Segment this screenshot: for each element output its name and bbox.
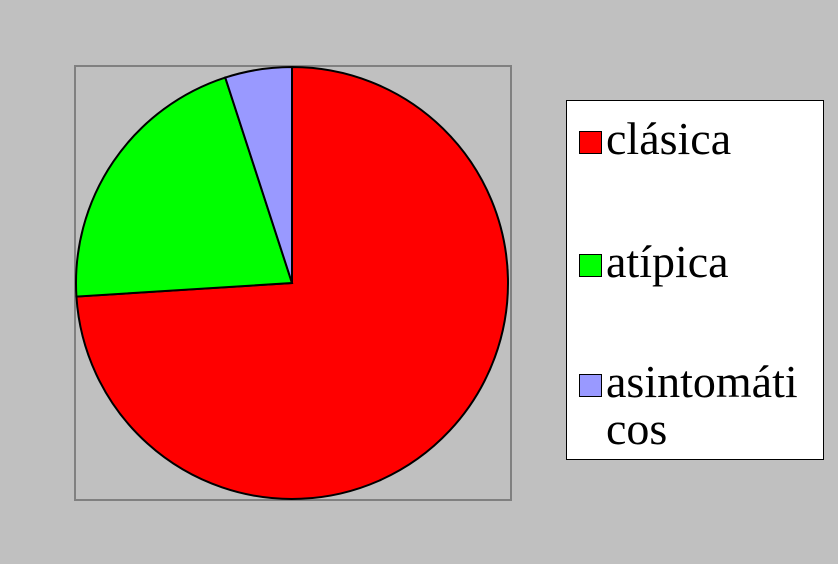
pie-slice — [223, 65, 293, 284]
legend-item: clásica — [579, 115, 816, 162]
legend-swatch — [579, 374, 602, 397]
legend-label: asintomáticos — [606, 356, 798, 454]
legend-item: atípica — [579, 238, 816, 285]
legend-swatch — [579, 131, 602, 154]
legend-label: clásica — [606, 113, 732, 164]
legend: clásica atípica asintomáticos — [566, 100, 824, 460]
legend-item: asintomáticos — [579, 358, 816, 452]
pie-slice — [75, 76, 294, 298]
legend-swatch — [579, 254, 602, 277]
legend-label: atípica — [606, 236, 729, 287]
